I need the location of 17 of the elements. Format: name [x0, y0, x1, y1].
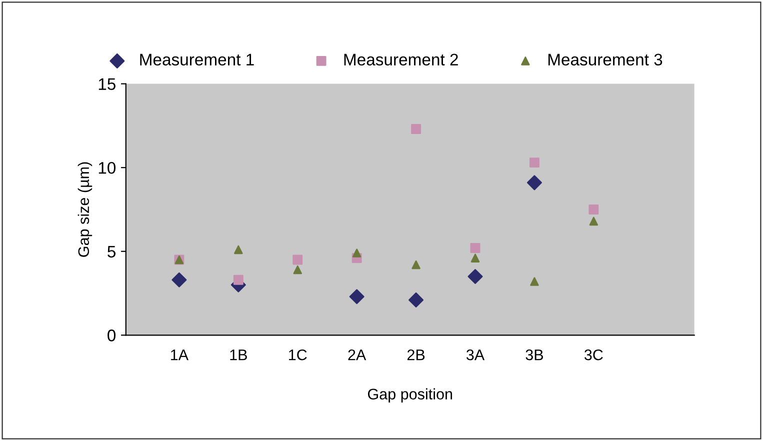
legend-label: Measurement 1	[140, 54, 254, 66]
x-tick-label: 3C	[584, 349, 603, 360]
y-tick-label: 10	[98, 162, 116, 174]
legend-label: Measurement 2	[344, 54, 458, 66]
x-tick-label: 3B	[526, 349, 543, 360]
x-tick-label: 3A	[466, 349, 485, 360]
y-tick-label: 15	[98, 78, 116, 90]
x-tick-label: 2B	[407, 349, 425, 360]
y-axis-title: Gap size (µm)	[78, 162, 92, 257]
x-axis-title: Gap position	[368, 388, 452, 403]
y-tick-label: 0	[108, 330, 116, 342]
x-tick-label: 1C	[289, 349, 307, 360]
x-tick-label: 1B	[230, 350, 247, 360]
x-tick-label: 2A	[348, 349, 366, 360]
legend-label: Measurement 3	[548, 54, 662, 66]
x-tick-label: 1A	[171, 350, 188, 360]
y-tick-label: 5	[108, 246, 116, 258]
